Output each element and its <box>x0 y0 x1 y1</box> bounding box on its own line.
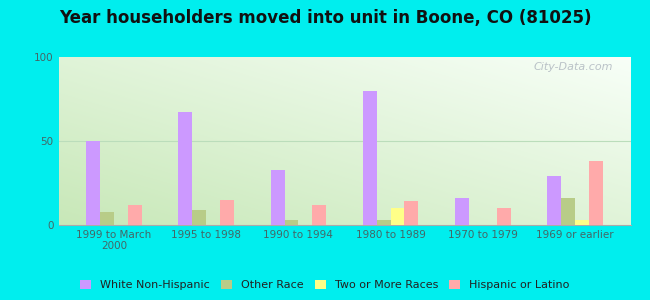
Bar <box>270 169 285 225</box>
Text: Year householders moved into unit in Boone, CO (81025): Year householders moved into unit in Boo… <box>58 9 592 27</box>
Bar <box>589 161 603 225</box>
Bar <box>192 210 206 225</box>
Bar <box>312 205 326 225</box>
Bar <box>100 212 114 225</box>
Bar <box>86 141 100 225</box>
Bar <box>547 176 562 225</box>
Bar <box>455 198 469 225</box>
Text: City-Data.com: City-Data.com <box>534 62 614 72</box>
Bar <box>575 220 589 225</box>
Bar <box>562 198 575 225</box>
Bar <box>285 220 298 225</box>
Bar <box>127 205 142 225</box>
Bar <box>363 91 377 225</box>
Bar <box>377 220 391 225</box>
Legend: White Non-Hispanic, Other Race, Two or More Races, Hispanic or Latino: White Non-Hispanic, Other Race, Two or M… <box>76 275 574 294</box>
Bar <box>391 208 404 225</box>
Bar <box>404 202 419 225</box>
Bar <box>220 200 234 225</box>
Bar <box>497 208 510 225</box>
Bar <box>179 112 192 225</box>
